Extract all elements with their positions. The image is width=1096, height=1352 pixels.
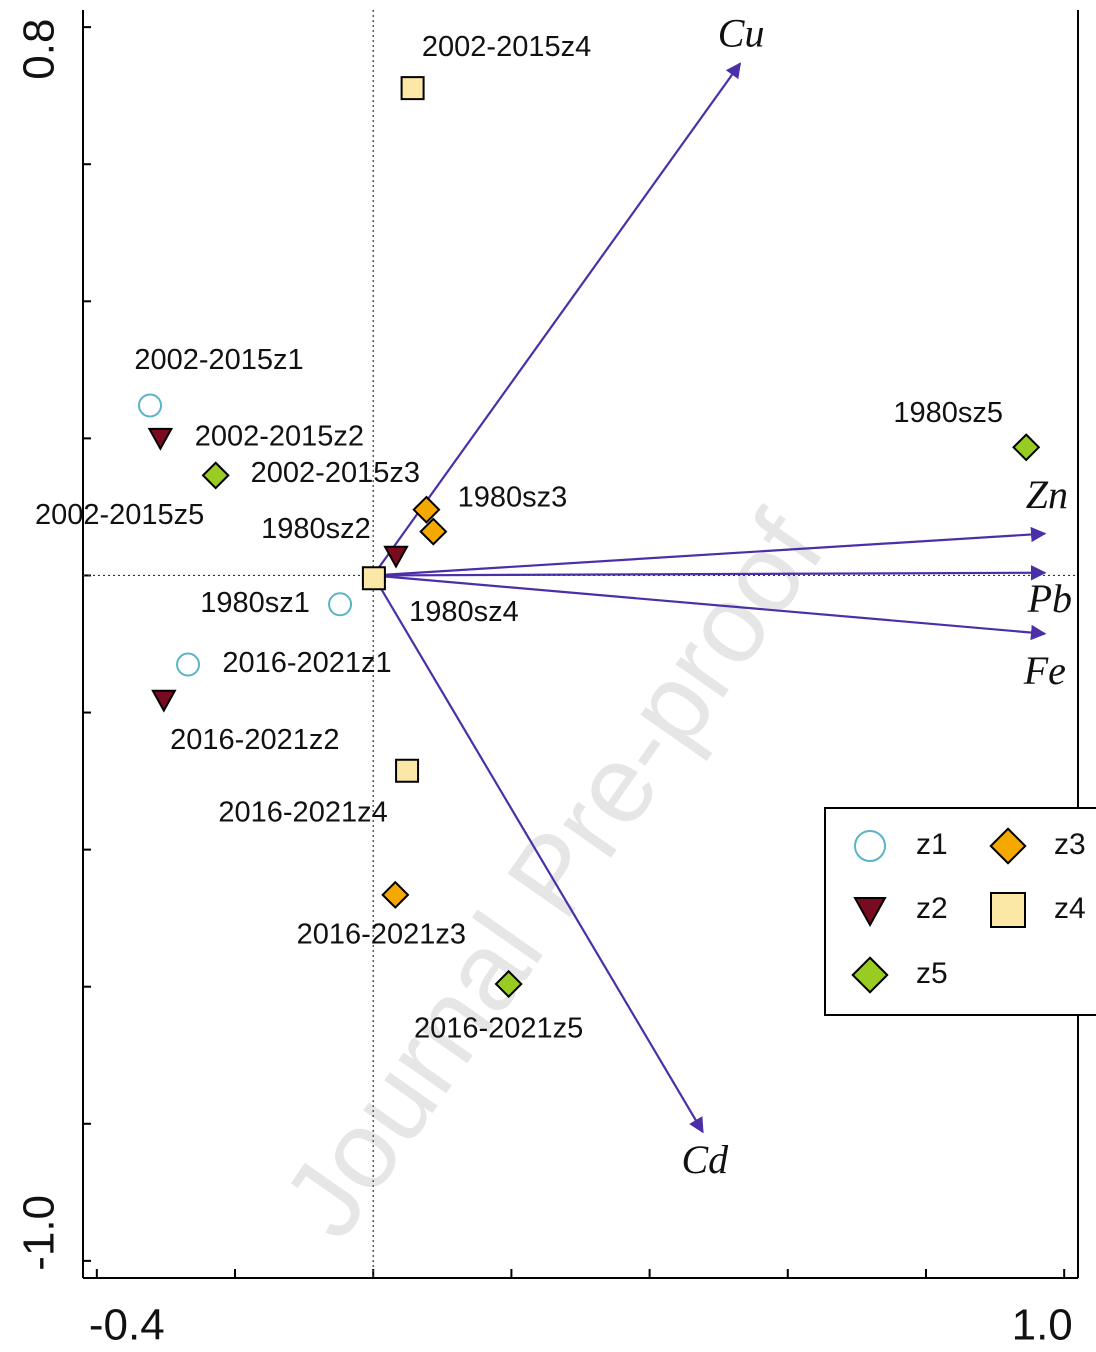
point bbox=[494, 969, 523, 999]
vector-label: Zn bbox=[1026, 472, 1068, 517]
legend-label: z1 bbox=[916, 828, 948, 861]
point bbox=[147, 427, 174, 451]
legend-label: z4 bbox=[1054, 892, 1086, 925]
point-label: 1980sz5 bbox=[893, 397, 1003, 429]
legend-marker bbox=[854, 830, 886, 862]
legend-label: z5 bbox=[916, 957, 948, 990]
legend: z1 z2 z3 z4 z5 bbox=[824, 807, 1096, 1016]
legend-marker bbox=[851, 956, 889, 994]
point-label: 1980sz1 bbox=[200, 587, 310, 619]
legend-label: z3 bbox=[1054, 828, 1086, 861]
y-tick-label: -1.0 bbox=[15, 1195, 64, 1271]
x-tick-label: 1.0 bbox=[1012, 1301, 1073, 1350]
vector-arrow bbox=[373, 526, 1047, 577]
vector-arrow bbox=[373, 574, 1047, 641]
point-label: 2002-2015z4 bbox=[422, 31, 591, 63]
point-label: 2016-2021z5 bbox=[414, 1013, 583, 1045]
point-label: 2016-2021z4 bbox=[218, 796, 387, 828]
point-label: 1980sz4 bbox=[409, 596, 519, 628]
vector-label: Pb bbox=[1027, 576, 1072, 621]
point bbox=[395, 758, 420, 783]
point bbox=[400, 76, 425, 101]
point-label: 2002-2015z3 bbox=[251, 457, 420, 489]
point bbox=[412, 495, 441, 524]
vector-arrow bbox=[373, 565, 1047, 581]
point bbox=[1012, 433, 1041, 462]
point-label: 2016-2021z2 bbox=[170, 724, 339, 756]
point bbox=[361, 566, 386, 591]
point bbox=[419, 517, 448, 546]
point-label: 1980sz3 bbox=[458, 481, 568, 513]
legend-marker bbox=[853, 897, 887, 928]
legend-marker bbox=[989, 827, 1027, 865]
legend-marker bbox=[990, 892, 1026, 928]
point bbox=[328, 592, 353, 617]
vector-label: Fe bbox=[1023, 648, 1066, 693]
point-label: 2002-2015z2 bbox=[195, 420, 364, 452]
y-tick-label: 0.8 bbox=[15, 19, 64, 80]
vector-label: Cd bbox=[681, 1137, 729, 1182]
point-label: 2002-2015z5 bbox=[35, 499, 204, 531]
point-label: 1980sz2 bbox=[261, 513, 371, 545]
point bbox=[138, 393, 163, 418]
point-label: 2002-2015z1 bbox=[134, 344, 303, 376]
vector-label: Cu bbox=[718, 11, 765, 56]
point bbox=[151, 689, 177, 713]
point bbox=[201, 461, 230, 490]
vector-arrow bbox=[372, 62, 742, 577]
vector-arrow bbox=[372, 574, 704, 1134]
point bbox=[381, 880, 410, 909]
point bbox=[176, 652, 201, 677]
legend-label: z2 bbox=[916, 892, 948, 925]
x-tick-label: -0.4 bbox=[89, 1301, 165, 1350]
point-label: 2016-2021z1 bbox=[222, 647, 391, 679]
point-label: 2016-2021z3 bbox=[297, 919, 466, 951]
point bbox=[383, 545, 409, 569]
